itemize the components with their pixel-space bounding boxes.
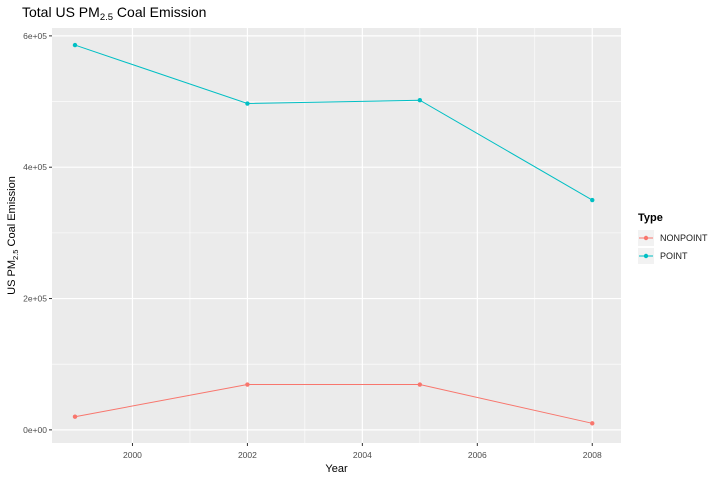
data-point-nonpoint — [417, 382, 423, 387]
legend: Type NONPOINT POINT — [638, 212, 708, 264]
legend-label: POINT — [660, 251, 688, 261]
x-tick-label: 2004 — [353, 450, 372, 460]
y-axis-title-subscript: 2.5 — [11, 250, 20, 260]
data-point-point — [590, 197, 595, 203]
legend-key-nonpoint — [638, 230, 654, 246]
data-point-nonpoint — [72, 414, 78, 419]
x-axis: 2000 2002 2004 2006 2008 — [123, 443, 602, 460]
legend-entries: NONPOINT POINT — [638, 230, 708, 264]
series-layer — [72, 42, 595, 426]
data-point-nonpoint — [590, 421, 595, 426]
y-tick-label: 0e+00 — [23, 425, 47, 435]
y-axis-title-tail: Coal Emission — [6, 176, 18, 249]
major-gridlines — [52, 28, 621, 443]
y-tick-label: 2e+05 — [23, 294, 47, 304]
y-axis-title-main: US PM — [6, 260, 18, 295]
data-point-point — [72, 42, 78, 48]
chart-title: Total US PM2.5 Coal Emission — [22, 4, 206, 23]
y-axis-title: US PM2.5 Coal Emission — [6, 176, 20, 295]
chart-title-main: Total US PM — [22, 4, 100, 20]
x-tick-label: 2002 — [238, 450, 257, 460]
series-line-nonpoint — [74, 384, 593, 424]
legend-key-point — [643, 253, 649, 259]
data-point-point — [417, 98, 423, 103]
x-tick-label: 2000 — [123, 450, 142, 460]
legend-key-point — [643, 235, 649, 241]
series-line-point — [74, 44, 593, 201]
legend-key-point — [638, 248, 654, 264]
y-tick-label: 4e+05 — [23, 162, 47, 172]
data-point-point — [245, 101, 250, 106]
y-axis: 0e+00 2e+05 4e+05 6e+05 — [23, 31, 52, 435]
chart-title-tail: Coal Emission — [113, 4, 206, 20]
data-point-nonpoint — [245, 382, 250, 387]
chart-title-subscript: 2.5 — [100, 12, 113, 23]
legend-title: Type — [638, 212, 663, 224]
plot-panel — [52, 28, 621, 443]
x-tick-label: 2006 — [468, 450, 487, 460]
x-tick-label: 2008 — [583, 450, 602, 460]
x-axis-title: Year — [325, 463, 348, 475]
legend-label: NONPOINT — [660, 233, 708, 243]
y-tick-label: 6e+05 — [23, 31, 47, 41]
